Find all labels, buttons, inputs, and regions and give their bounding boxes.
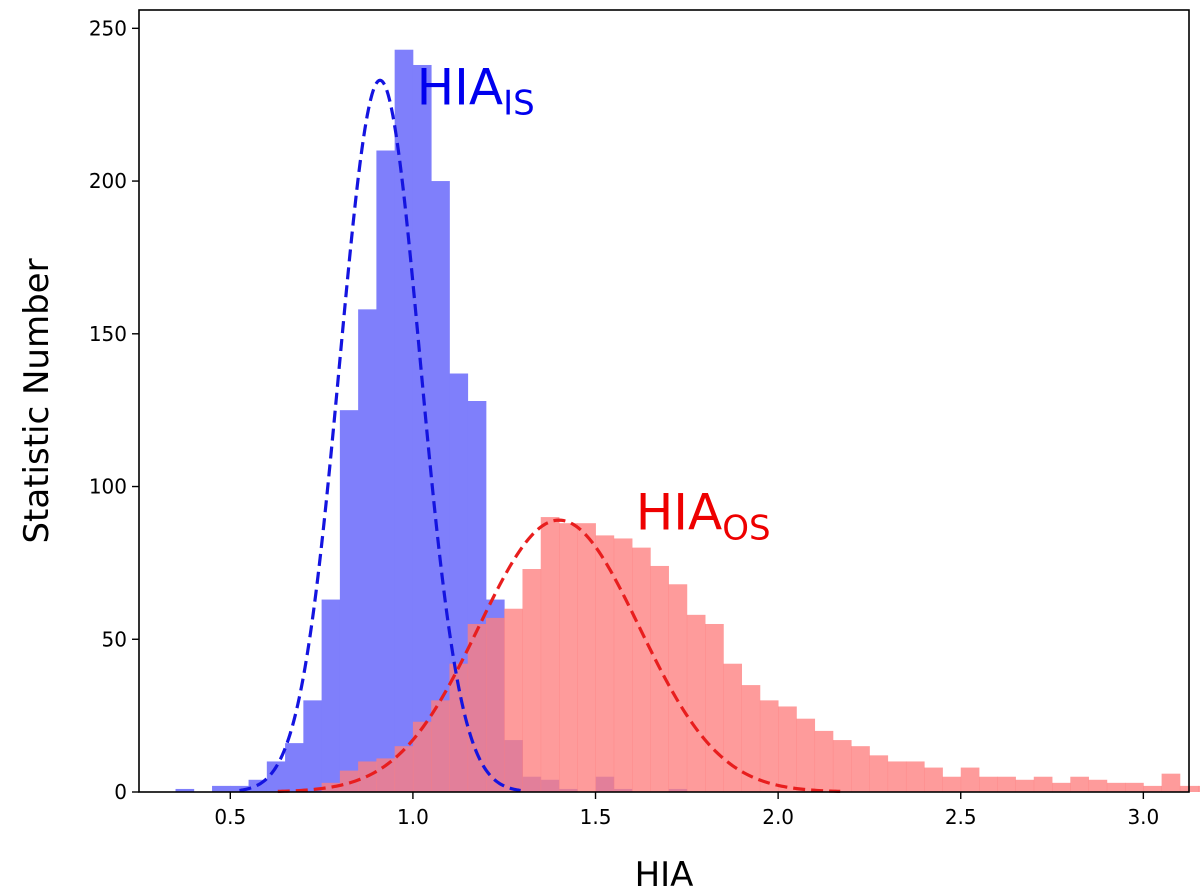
y-tick-label: 250	[89, 16, 127, 40]
histogram-bar	[778, 706, 797, 792]
histogram-bar	[321, 782, 341, 792]
histogram-bar	[376, 150, 396, 792]
histogram-bar	[394, 746, 414, 792]
histogram-bar	[723, 663, 743, 792]
histogram-bar	[412, 721, 432, 792]
histogram-bar	[467, 623, 487, 792]
histogram-bar	[741, 685, 761, 792]
x-tick-label: 0.5	[214, 805, 246, 829]
histogram-bar	[1125, 782, 1144, 792]
series-0-fit-curve	[239, 78, 521, 793]
histogram-bar	[540, 517, 560, 792]
histogram-bar	[485, 617, 505, 792]
series-1-fit-curve	[277, 518, 841, 794]
histogram-bar	[1106, 782, 1126, 792]
y-tick-label: 150	[89, 322, 127, 346]
histogram-bar	[613, 538, 633, 792]
histogram-bar	[814, 730, 834, 792]
histogram-bar	[632, 547, 651, 792]
histogram-bar	[1198, 785, 1200, 792]
y-tick-label: 0	[114, 780, 127, 804]
histogram-bar	[851, 746, 870, 792]
histogram-bar	[942, 776, 962, 792]
annotation-label-1: HIAOS	[636, 483, 771, 548]
histogram-bar	[303, 700, 323, 792]
fit-curves	[239, 78, 841, 794]
histogram-bar	[960, 767, 980, 792]
histogram-bar	[522, 569, 542, 792]
histogram-bar	[1070, 776, 1089, 792]
histogram-bar	[175, 788, 195, 792]
y-axis-title: Statistic Number	[17, 258, 57, 543]
histogram-bar	[412, 64, 432, 792]
histogram-bar	[887, 761, 907, 792]
histogram-bar	[431, 700, 450, 792]
histogram-bar	[1161, 773, 1181, 792]
histogram-bar	[577, 523, 596, 792]
histogram-bar	[1015, 779, 1035, 792]
series-1-bars	[321, 517, 1200, 792]
histogram-bar	[759, 700, 779, 792]
y-tick-label: 200	[89, 169, 127, 193]
y-axis-ticks: 0 50 100 150 200 250	[89, 16, 139, 804]
histogram-bar	[924, 767, 943, 792]
histogram-bar	[559, 523, 578, 792]
histogram-bar	[869, 755, 889, 792]
histogram-bar	[339, 410, 359, 792]
annotation-subscript: OS	[722, 508, 770, 548]
histogram-bar	[321, 599, 341, 792]
x-tick-label: 1.0	[397, 805, 429, 829]
histogram-bar	[832, 740, 852, 792]
histogram-bar	[339, 770, 359, 792]
histogram-bar	[668, 584, 688, 792]
histogram-bar	[997, 776, 1016, 792]
histogram-bar	[376, 758, 396, 792]
y-tick-label: 100	[89, 475, 127, 499]
histogram-bar	[358, 309, 377, 792]
histogram-bar	[595, 535, 615, 792]
x-axis-title: HIA	[635, 855, 694, 891]
y-tick-label: 50	[102, 627, 127, 651]
x-axis-ticks: 0.5 1.0 1.5 2.0 2.5 3.0	[214, 792, 1159, 829]
histogram-bar	[212, 785, 231, 792]
annotation-main: HIA	[636, 483, 723, 541]
histogram-bar	[979, 776, 998, 792]
annotation-label-0: HIAIS	[417, 59, 535, 124]
annotation-subscript: IS	[503, 84, 535, 124]
plot-frame	[138, 9, 1190, 793]
histogram-bar	[796, 718, 816, 792]
histogram-bar	[1088, 779, 1108, 792]
histogram-bar	[1052, 782, 1071, 792]
histogram-bar	[705, 623, 724, 792]
histogram-bar	[449, 663, 469, 792]
annotation-main: HIA	[417, 59, 504, 117]
histogram-bar	[285, 743, 304, 792]
histogram-bar	[504, 608, 523, 792]
x-tick-label: 3.0	[1127, 805, 1159, 829]
histogram-bar	[394, 49, 414, 792]
histogram-bar	[650, 565, 669, 792]
histogram-bar	[686, 614, 706, 792]
x-tick-label: 2.5	[945, 805, 977, 829]
histogram-bar	[905, 761, 925, 792]
x-tick-label: 1.5	[580, 805, 612, 829]
histogram-bar	[1033, 776, 1053, 792]
histogram-bar	[431, 181, 450, 792]
histogram-bars	[175, 49, 1200, 792]
histogram-bar	[1143, 785, 1163, 792]
histogram-bar	[266, 761, 286, 792]
x-tick-label: 2.0	[762, 805, 794, 829]
